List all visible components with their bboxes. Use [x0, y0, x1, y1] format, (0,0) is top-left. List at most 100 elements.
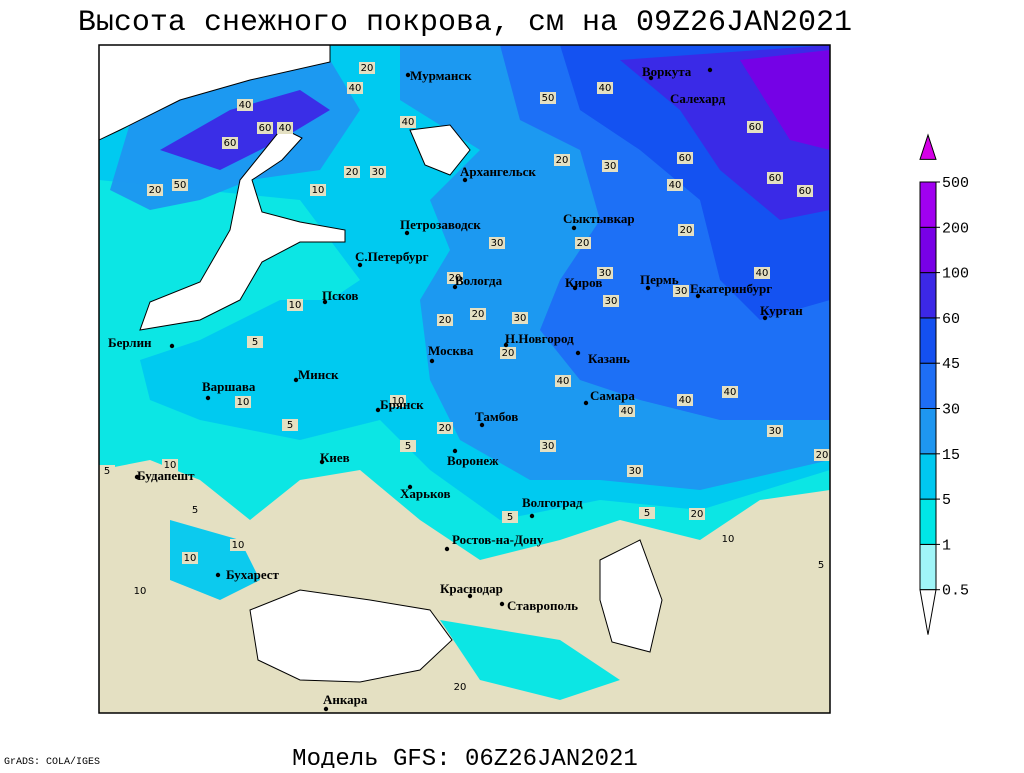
contour-label-bg	[500, 347, 516, 359]
contour-label: 40	[402, 117, 415, 128]
colorbar-band	[919, 498, 937, 545]
contour-label: 10	[232, 540, 245, 551]
city-label: Харьков	[400, 486, 451, 501]
city-label: Сыктывкар	[563, 211, 635, 226]
city-label: Архангельск	[460, 164, 536, 179]
contour-label-bg	[359, 62, 375, 74]
contour-label: 40	[349, 83, 362, 94]
city-label: Брянск	[380, 397, 424, 412]
colorbar-label: 15	[942, 447, 960, 464]
contour-label: 60	[224, 138, 237, 149]
sea	[409, 124, 471, 176]
city-label: Екатеринбург	[690, 281, 772, 296]
contour-label: 40	[279, 123, 292, 134]
contour-label: 20	[149, 185, 162, 196]
contour-label: 30	[491, 238, 504, 249]
city-label: Самара	[590, 388, 635, 403]
city-dot	[134, 474, 140, 480]
city-dot	[404, 230, 410, 236]
contour-label: 60	[769, 173, 782, 184]
contour-label-bg	[257, 122, 273, 134]
contour-label: 10	[237, 397, 250, 408]
city-label: Будапешт	[137, 468, 195, 483]
contour-label-bg	[310, 184, 326, 196]
contour-label-bg	[437, 314, 453, 326]
contour-label-bg	[689, 508, 705, 520]
contour-label: 40	[239, 100, 252, 111]
city-label: Берлин	[108, 335, 152, 350]
contour-label: 30	[605, 296, 618, 307]
city-label: Салехард	[670, 91, 726, 106]
credit: GrADS: COLA/IGES	[4, 756, 100, 768]
city-label: Волгоград	[522, 495, 583, 510]
city-dot	[375, 407, 381, 413]
contour-label-bg	[172, 179, 188, 191]
contour-label-bg	[554, 154, 570, 166]
colorbar-label: 0.5	[942, 583, 969, 600]
contour-label-bg	[447, 272, 463, 284]
contour-label-bg	[182, 552, 198, 564]
contour-label-bg	[132, 585, 148, 597]
contour-label: 5	[507, 512, 513, 523]
contour-label-bg	[512, 312, 528, 324]
colorbar-band	[919, 453, 937, 500]
contour-label: 30	[675, 286, 688, 297]
colorbar-tip	[919, 589, 937, 635]
contour-label: 5	[818, 560, 824, 571]
contour-label: 60	[679, 153, 692, 164]
city-dot	[319, 459, 325, 465]
contour-label-bg	[747, 121, 763, 133]
city-label: Псков	[322, 288, 358, 303]
colorbar-label: 100	[942, 266, 969, 283]
contour-label: 20	[472, 309, 485, 320]
city-label: Киров	[565, 275, 602, 290]
contour-label: 10	[722, 534, 735, 545]
contour-label-bg	[597, 82, 613, 94]
city-dot	[169, 343, 175, 349]
contour-label-bg	[370, 166, 386, 178]
contour-label-bg	[813, 559, 829, 571]
city-label: Петрозаводск	[400, 217, 481, 232]
contour-label: 30	[372, 167, 385, 178]
city-label: Воркута	[642, 64, 692, 79]
city-dot	[695, 293, 701, 299]
city-label: Вологда	[455, 273, 503, 288]
colorbar-band	[919, 272, 937, 319]
contour-label: 20	[816, 450, 829, 461]
contour-label: 30	[542, 441, 555, 452]
contour-label: 40	[756, 268, 769, 279]
contour-label: 10	[164, 460, 177, 471]
map-frame	[98, 44, 831, 714]
contour-label: 20	[577, 238, 590, 249]
contour-label-bg	[677, 152, 693, 164]
contour-label-bg	[452, 681, 468, 693]
city-dot	[499, 601, 505, 607]
sea	[599, 539, 663, 653]
city-dot	[648, 75, 654, 81]
contour-label: 20	[691, 509, 704, 520]
contour-label: 10	[312, 185, 325, 196]
contour-label: 60	[749, 122, 762, 133]
contour-label: 20	[439, 315, 452, 326]
contour-label: 40	[679, 395, 692, 406]
city-dot	[462, 177, 468, 183]
contour-label: 10	[184, 553, 197, 564]
city-label: Казань	[588, 351, 630, 366]
contour-label: 20	[361, 63, 374, 74]
contour-label-bg	[347, 82, 363, 94]
contour-label: 5	[104, 466, 110, 477]
colorbar-label: 30	[942, 402, 960, 419]
contour-label: 30	[769, 426, 782, 437]
contour-label-bg	[237, 99, 253, 111]
city-dot	[323, 706, 329, 712]
contour-label-bg	[344, 166, 360, 178]
title: Высота снежного покрова, см на 09Z26JAN2…	[78, 6, 852, 40]
contour-label-bg	[390, 395, 406, 407]
contour-label-bg	[603, 295, 619, 307]
city-label: Курган	[760, 303, 803, 318]
city-label: Пермь	[640, 272, 679, 287]
colorbar-band	[919, 362, 937, 410]
city-label: Анкара	[323, 692, 368, 707]
contour-label-bg	[619, 405, 635, 417]
contour-label-bg	[470, 308, 486, 320]
